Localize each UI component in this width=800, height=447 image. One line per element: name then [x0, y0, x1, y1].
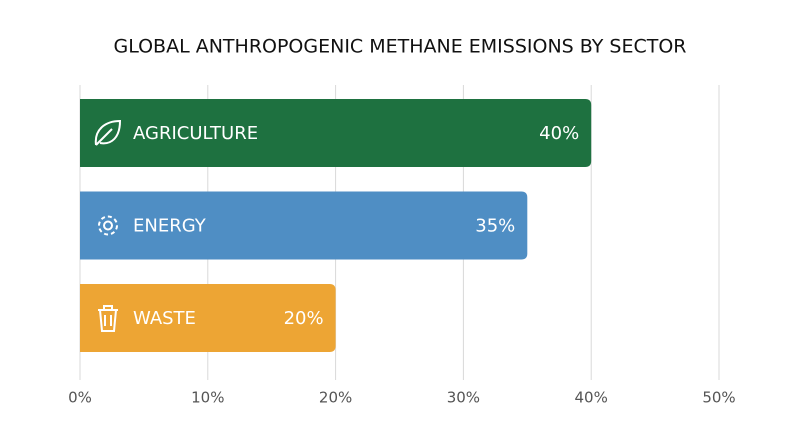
bars: AGRICULTURE 40% ENERGY 35% WASTE 20% [80, 99, 592, 352]
bar [80, 99, 592, 167]
value-label: 20% [284, 308, 324, 329]
category-icon [98, 215, 118, 236]
category-label: ENERGY [133, 216, 207, 237]
x-tick-label: 20% [319, 389, 352, 407]
x-tick-label: 30% [447, 389, 480, 407]
x-tick-label: 10% [191, 389, 224, 407]
bar [80, 191, 528, 260]
bin-icon [98, 305, 118, 332]
category-label: AGRICULTURE [133, 123, 258, 144]
value-label: 40% [539, 123, 579, 144]
x-tick-label: 50% [702, 389, 735, 407]
category-icon [94, 119, 122, 146]
value-label: 35% [475, 216, 515, 237]
gear-icon-center [103, 220, 113, 231]
leaf-icon [94, 119, 122, 146]
bar [80, 284, 336, 352]
category-icon [98, 305, 118, 332]
x-tick-label: 40% [575, 389, 608, 407]
chart-title: GLOBAL ANTHROPOGENIC METHANE EMISSIONS B… [113, 36, 686, 58]
category-label: WASTE [133, 308, 196, 329]
gear-icon [98, 215, 118, 236]
x-tick-label: 0% [68, 389, 92, 407]
